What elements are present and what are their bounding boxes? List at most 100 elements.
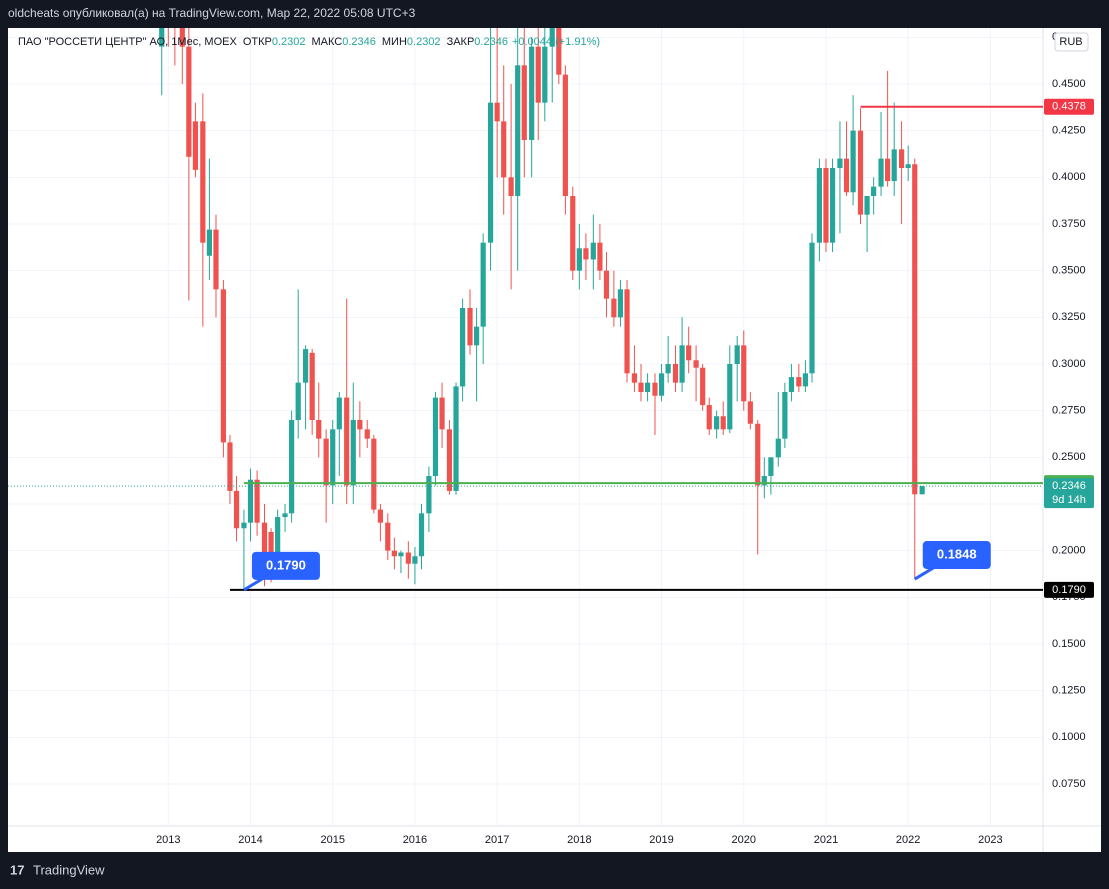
y-tick-label: 0.1500: [1052, 638, 1086, 650]
symbol-legend: ПАО "РОССЕТИ ЦЕНТР" АО, 1Мес, MOEX ОТКР 0.…: [18, 36, 600, 48]
candle-body: [700, 367, 706, 406]
candle-body: [850, 130, 856, 193]
chart-area: [8, 28, 1101, 852]
candle-body: [734, 345, 740, 364]
candle-body: [611, 298, 617, 318]
candle-body: [837, 158, 843, 168]
grid: [8, 28, 1043, 826]
candle-body: [357, 420, 363, 430]
x-tick-label: 2017: [485, 834, 509, 846]
candle-body: [714, 416, 720, 430]
legend-label: ЗАКР: [447, 36, 475, 48]
y-tick-label: 0.3750: [1052, 218, 1086, 230]
candle-body: [741, 345, 747, 402]
candle-body: [727, 364, 733, 430]
symbol-title: ПАО "РОССЕТИ ЦЕНТР" АО, 1Мес, MOEX: [18, 36, 237, 48]
candle-body: [665, 364, 671, 374]
candle-body: [282, 513, 288, 518]
y-tick-label: 0.1000: [1052, 731, 1086, 743]
y-tick-label: 0.0750: [1052, 778, 1086, 790]
candle-body: [508, 177, 514, 196]
y-tick-label: 0.4000: [1052, 171, 1086, 183]
candle-body: [878, 158, 884, 187]
candle-body: [289, 420, 295, 514]
candle-body: [755, 423, 761, 486]
candle-body: [576, 248, 582, 271]
candle-body: [597, 242, 603, 271]
candle-body: [905, 164, 911, 168]
candle-body: [529, 46, 535, 140]
candle-body: [829, 168, 836, 243]
legend-label: ОТКР: [243, 36, 272, 48]
candle-body: [350, 420, 356, 486]
legend-label: МИН: [382, 36, 407, 48]
countdown: 9d 14h: [1052, 494, 1086, 506]
candle-body: [418, 513, 425, 557]
candle-body: [570, 196, 576, 271]
candle-body: [227, 442, 233, 491]
candle-body: [179, 28, 185, 47]
candle-body: [864, 196, 870, 215]
candle-body: [899, 149, 905, 168]
price-tag-label: 0.1790: [1052, 584, 1086, 596]
price-tag-label: 0.4378: [1052, 101, 1086, 113]
candle-body: [446, 429, 453, 491]
candle-body: [535, 46, 541, 103]
legend-value: 0.2346: [474, 36, 508, 48]
candle-body: [432, 397, 439, 476]
y-tick-label: 0.4500: [1052, 78, 1086, 90]
y-tick-label: 0.2500: [1052, 451, 1086, 463]
candle-body: [631, 373, 638, 383]
publish-info: oldcheats опубликовал(а) на TradingView.…: [8, 6, 416, 20]
candle-body: [501, 121, 507, 178]
footer-logo: 17 TradingView: [10, 862, 105, 877]
x-tick-label: 2013: [156, 834, 180, 846]
candle-body: [843, 158, 850, 193]
brand: TradingView: [33, 862, 105, 877]
last-price-tag: [1044, 478, 1094, 509]
candle-body: [816, 168, 822, 243]
candle-body: [603, 270, 610, 299]
candle-body: [857, 130, 864, 215]
candle-body: [206, 229, 213, 256]
candle-body: [672, 364, 679, 383]
candle-body: [467, 308, 473, 346]
x-tick-label: 2019: [649, 834, 673, 846]
candle-body: [309, 352, 315, 420]
candle-body: [233, 490, 240, 529]
candle-body: [747, 401, 753, 424]
candle-body: [693, 360, 699, 368]
candle-body: [871, 186, 877, 196]
candle-body: [788, 377, 795, 392]
candle-body: [802, 373, 809, 387]
currency[interactable]: RUB: [1059, 36, 1082, 48]
candle-body: [624, 289, 630, 374]
y-tick-label: 0.2000: [1052, 545, 1086, 557]
candle-body: [919, 486, 925, 495]
candle-body: [775, 438, 781, 458]
callout-label: 0.1848: [937, 546, 977, 561]
x-tick-label: 2015: [320, 834, 344, 846]
x-tick-label: 2016: [403, 834, 427, 846]
candle-body: [247, 479, 254, 523]
x-tick-label: 2023: [978, 834, 1002, 846]
candle-body: [391, 550, 397, 557]
candle-body: [720, 416, 726, 430]
currency-box[interactable]: [1054, 32, 1089, 52]
candle-body: [412, 556, 418, 564]
y-tick-label: 0.3500: [1052, 265, 1086, 277]
candle-body: [761, 476, 767, 486]
logo-mark: 17: [10, 862, 24, 877]
candle-body: [768, 457, 774, 476]
candle-body: [426, 476, 432, 514]
candle-body: [515, 65, 521, 196]
price-tag: [1044, 98, 1094, 115]
candle-body: [364, 429, 370, 439]
candle-body: [617, 289, 624, 318]
candle-body: [652, 382, 658, 396]
candle-body: [473, 326, 480, 346]
candle-body: [241, 522, 247, 529]
y-tick-label: 0.3250: [1052, 311, 1086, 323]
